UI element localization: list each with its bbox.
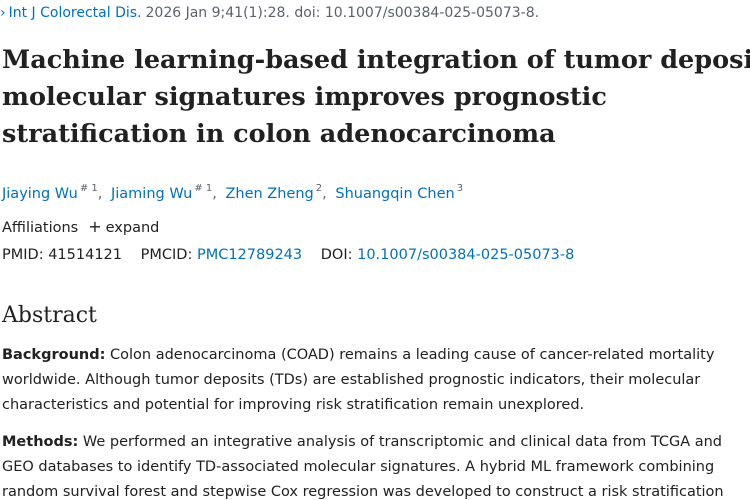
chevron-right-icon[interactable]: ›: [0, 5, 6, 21]
citation-details: 2026 Jan 9;41(1):28. doi: 10.1007/s00384…: [145, 5, 540, 21]
affiliations-toggle[interactable]: Affiliations + expand: [2, 216, 159, 239]
abstract-methods: Methods: We performed an integrative ana…: [2, 434, 724, 500]
expand-button[interactable]: expand: [105, 220, 160, 236]
pmcid-label: PMCID:: [140, 247, 193, 263]
author-affiliation-ref[interactable]: # 1: [79, 183, 98, 194]
pmcid-link[interactable]: PMC12789243: [196, 247, 303, 263]
article-title: Machine learning-based integration of tu…: [2, 42, 750, 153]
author-link-jiaying-wu[interactable]: Jiaying Wu: [2, 186, 78, 202]
title-line: stratification in colon adenocarcinoma: [2, 119, 556, 149]
author-affiliation-ref[interactable]: 3: [456, 183, 464, 194]
methods-label: Methods:: [2, 434, 79, 450]
title-line: Machine learning-based integration of tu…: [2, 45, 750, 75]
author-affiliation-ref[interactable]: 2: [315, 183, 323, 194]
doi-link[interactable]: 10.1007/s00384-025-05073-8: [357, 247, 575, 263]
background-label: Background:: [2, 347, 106, 363]
plus-icon[interactable]: +: [88, 217, 102, 236]
abstract-background: Background: Colon adenocarcinoma (COAD) …: [2, 347, 715, 413]
author-link-zhen-zheng[interactable]: Zhen Zheng: [225, 186, 314, 202]
identifiers-line: PMID: 41514121 PMCID: PMC12789243 DOI: 1…: [2, 244, 574, 266]
author-list: Jiaying Wu # 1, Jiaming Wu # 1, Zhen Zheng…: [2, 183, 464, 202]
doi-label: DOI:: [320, 247, 353, 263]
journal-link[interactable]: Int J Colorectal Dis.: [8, 5, 142, 21]
author-affiliation-ref[interactable]: # 1: [194, 183, 213, 194]
affiliations-label: Affiliations: [2, 220, 79, 236]
pmid-value: 41514121: [48, 247, 123, 263]
title-line: molecular signatures improves prognostic: [2, 82, 607, 112]
citation-line: › Int J Colorectal Dis. 2026 Jan 9;41(1):2…: [0, 3, 539, 23]
pmid-label: PMID:: [2, 247, 44, 263]
author-link-shuangqin-chen[interactable]: Shuangqin Chen: [335, 186, 455, 202]
author-link-jiaming-wu[interactable]: Jiaming Wu: [110, 186, 193, 202]
abstract-heading: Abstract: [2, 303, 97, 328]
